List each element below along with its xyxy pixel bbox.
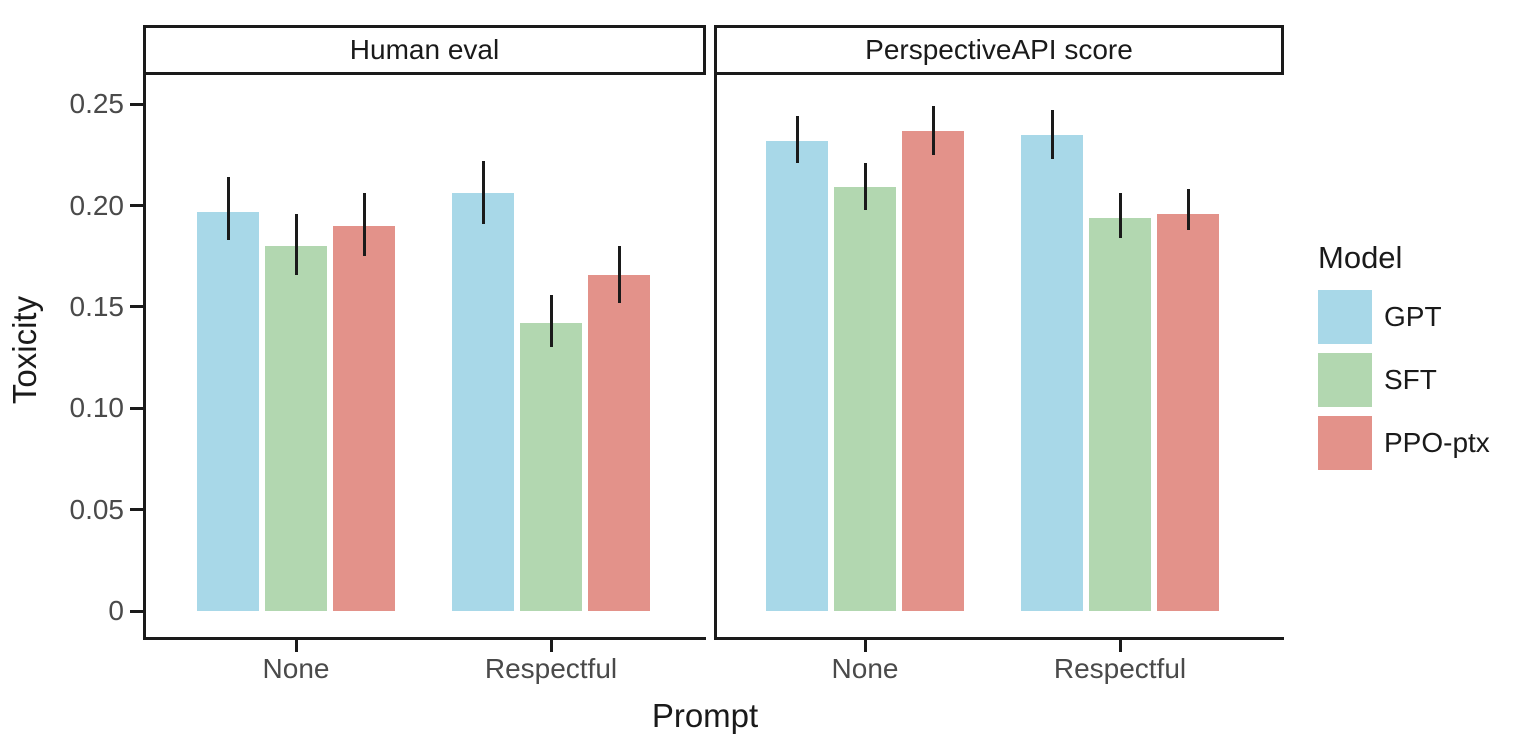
error-bar-sft-none [294, 213, 298, 275]
legend-item-sft: SFT [1318, 353, 1490, 407]
legend-item-label: SFT [1384, 364, 1437, 395]
legend-item-ppo-ptx: PPO-ptx [1318, 416, 1490, 470]
y-tick-mark [130, 609, 143, 613]
legend: Model GPT SFT PPO-ptx [1318, 240, 1490, 479]
facet-title-perspectiveapi: PerspectiveAPI score [865, 34, 1133, 65]
legend-swatch-gpt [1318, 290, 1372, 344]
x-axis-line [143, 637, 706, 640]
x-tick-mark [863, 640, 867, 652]
x-tick-label: Respectful [484, 653, 618, 684]
bar-gpt-none [197, 211, 259, 611]
facet-human-eval: Human eval None Respectful [143, 0, 706, 753]
y-tick-label: 0.25 [69, 88, 125, 120]
facet-strip-perspectiveapi: PerspectiveAPI score [714, 25, 1284, 75]
y-tick-label: 0.05 [69, 493, 125, 525]
bar-gpt-respectful [1021, 134, 1083, 611]
y-tick-label: 0.20 [69, 189, 125, 221]
bar-gpt-respectful [452, 193, 514, 611]
error-bar-ppo-ptx-respectful [1186, 189, 1190, 230]
y-tick-mark [130, 508, 143, 512]
x-tick-mark [549, 640, 553, 652]
y-tick-mark [130, 102, 143, 106]
x-tick-label: Respectful [1053, 653, 1187, 684]
error-bar-ppo-ptx-respectful [617, 246, 621, 303]
error-bar-gpt-none [226, 177, 230, 241]
x-tick-mark [1118, 640, 1122, 652]
error-bar-sft-none [863, 163, 867, 210]
legend-item-gpt: GPT [1318, 290, 1490, 344]
bar-gpt-none [766, 140, 828, 611]
legend-item-label: GPT [1384, 301, 1442, 332]
y-tick-label: 0.15 [69, 290, 125, 322]
bar-sft-none [265, 246, 327, 611]
facet-title-human-eval: Human eval [349, 34, 500, 65]
bar-ppo-ptx-respectful [588, 274, 650, 611]
bar-ppo-ptx-none [902, 130, 964, 611]
facet-strip-human-eval: Human eval [143, 25, 706, 75]
error-bar-gpt-respectful [481, 161, 485, 224]
error-bar-sft-respectful [1118, 193, 1122, 239]
error-bar-gpt-respectful [1050, 110, 1054, 159]
y-tick-label: 0.10 [69, 392, 125, 424]
x-axis-line [714, 637, 1284, 640]
bar-ppo-ptx-respectful [1157, 213, 1219, 611]
y-tick-mark [130, 406, 143, 410]
error-bar-sft-respectful [549, 294, 553, 348]
legend-swatch-sft [1318, 353, 1372, 407]
y-tick-mark [130, 204, 143, 208]
legend-item-label: PPO-ptx [1384, 427, 1490, 458]
y-tick-label: 0 [108, 595, 124, 626]
error-bar-ppo-ptx-none [362, 193, 366, 257]
facet-perspectiveapi-score: PerspectiveAPI score None Respectful [714, 0, 1284, 753]
legend-swatch-ppo-ptx [1318, 416, 1372, 470]
bar-sft-respectful [1089, 217, 1151, 611]
x-tick-label: None [831, 653, 899, 684]
y-axis-line [714, 75, 717, 640]
x-tick-label: None [262, 653, 330, 684]
y-tick-mark [130, 305, 143, 309]
x-tick-mark [294, 640, 298, 652]
legend-title: Model [1318, 240, 1403, 275]
bar-sft-respectful [520, 323, 582, 611]
bar-sft-none [834, 187, 896, 611]
error-bar-ppo-ptx-none [931, 106, 935, 155]
x-axis-title: Prompt [651, 697, 759, 734]
error-bar-gpt-none [795, 116, 799, 164]
y-axis-line [143, 75, 146, 640]
bar-ppo-ptx-none [333, 225, 395, 611]
legend-items: GPT SFT PPO-ptx [1318, 290, 1490, 470]
